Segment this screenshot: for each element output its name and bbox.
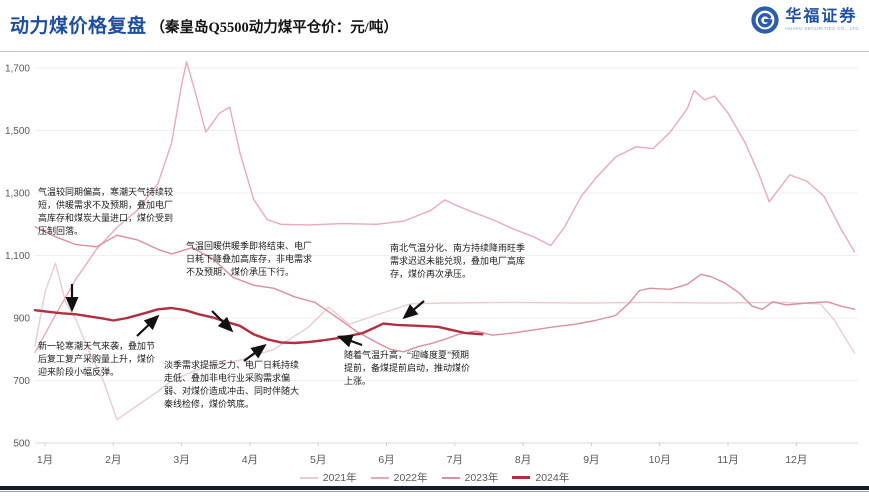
x-axis-month-label: 6月 [378, 454, 394, 466]
annotation-arrow-icon [243, 344, 267, 362]
y-axis-tick-label: 700 [13, 376, 30, 387]
annotation-arrow-icon [211, 310, 234, 333]
annotation-north-south-divergence: 南北气温分化、南方持续降雨旺季需求迟迟未能兑现，叠加电厂高库存，煤价再次承压。 [390, 243, 526, 280]
x-axis-month-label: 12月 [785, 454, 807, 466]
brand-name: 华福证券 [785, 7, 858, 25]
legend-swatch-2021 [299, 476, 318, 479]
x-axis-month-label: 1月 [37, 454, 53, 466]
annotation-cold-wave-rebound: 新一轮寒潮天气来袭，叠加节后复工复产采购量上升，煤价迎来阶段小幅反弹。 [38, 341, 156, 378]
legend-item-2024: 2024年 [512, 470, 569, 485]
brand-logo: 华福证券 HUAFU SECURITIES CO., LTD [750, 5, 859, 35]
legend-item-2022: 2022年 [370, 470, 428, 485]
x-axis-month-label: 10月 [649, 454, 671, 466]
legend-swatch-2024 [512, 476, 531, 479]
x-axis-month-label: 9月 [583, 454, 599, 466]
x-axis-month-label: 8月 [515, 454, 531, 466]
x-axis-month-label: 3月 [173, 454, 189, 466]
title-row: 动力煤价格复盘 （秦皇岛Q5500动力煤平仓价：元/吨） [10, 11, 398, 38]
series-line-2023年 [34, 226, 856, 353]
x-axis-month-label: 11月 [717, 454, 738, 466]
legend-item-2023: 2023年 [441, 470, 499, 485]
annotation-summer-peak-restocking: 随着气温升高，“迎峰度夏”预期提前，备煤提前启动，推动煤价上涨。 [344, 350, 471, 387]
chart-legend: 2021年 2022年 2023年 2024年 [0, 470, 869, 485]
page-subtitle: （秦皇岛Q5500动力煤平仓价：元/吨） [150, 20, 398, 36]
brand-text: 华福证券 HUAFU SECURITIES CO., LTD [785, 7, 859, 32]
x-axis-month-label: 7月 [447, 454, 463, 466]
x-axis-month-label: 4月 [242, 454, 258, 466]
page-title: 动力煤价格复盘 [10, 16, 147, 37]
legend-swatch-2022 [370, 476, 389, 479]
header: 动力煤价格复盘 （秦皇岛Q5500动力煤平仓价：元/吨） 华福证券 HUAFU … [0, 0, 869, 52]
annotation-arrow-icon [402, 300, 425, 320]
annotation-arrow-icon [136, 314, 160, 337]
y-axis-tick-label: 1,100 [5, 251, 30, 262]
bottom-divider [0, 486, 869, 490]
annotation-arrow-icon [336, 334, 363, 348]
legend-label-2022: 2022年 [393, 472, 428, 484]
legend-label-2024: 2024年 [535, 472, 570, 484]
y-axis-tick-label: 900 [13, 314, 30, 325]
y-axis-tick-label: 1,500 [5, 126, 30, 137]
annotation-early-2024-price-drop: 气温较同期偏高，寒潮天气持续较短，供暖需求不及预期，叠加电厂高库存和煤炭大量进口… [38, 187, 174, 237]
series-line-2022年 [34, 61, 856, 354]
y-axis-tick-label: 1,700 [5, 64, 30, 75]
y-axis-tick-label: 1,300 [5, 189, 30, 200]
x-axis-month-label: 5月 [310, 454, 326, 466]
brand-caption: HUAFU SECURITIES CO., LTD [785, 25, 859, 31]
y-axis-tick-label: 500 [13, 439, 30, 450]
legend-swatch-2023 [441, 476, 460, 479]
annotation-heating-season-end: 气温回暖供暖季即将结束、电厂日耗下降叠加高库存，非电需求不及预期，煤价承压下行。 [186, 241, 313, 278]
series-line-2021年 [34, 262, 856, 421]
legend-item-2021: 2021年 [299, 470, 357, 485]
legend-label-2023: 2023年 [464, 472, 499, 484]
huafu-logo-icon [751, 6, 779, 34]
series-line-2024年 [33, 306, 484, 345]
bottom-divider-thin [0, 491, 869, 492]
x-axis-month-label: 2月 [105, 454, 121, 466]
legend-label-2021: 2021年 [322, 472, 357, 484]
annotation-offseason-bottoming: 淡季需求提振乏力、电厂日耗持续走低、叠加非电行业采购需求偏弱、对煤价造成冲击、同… [164, 360, 300, 410]
